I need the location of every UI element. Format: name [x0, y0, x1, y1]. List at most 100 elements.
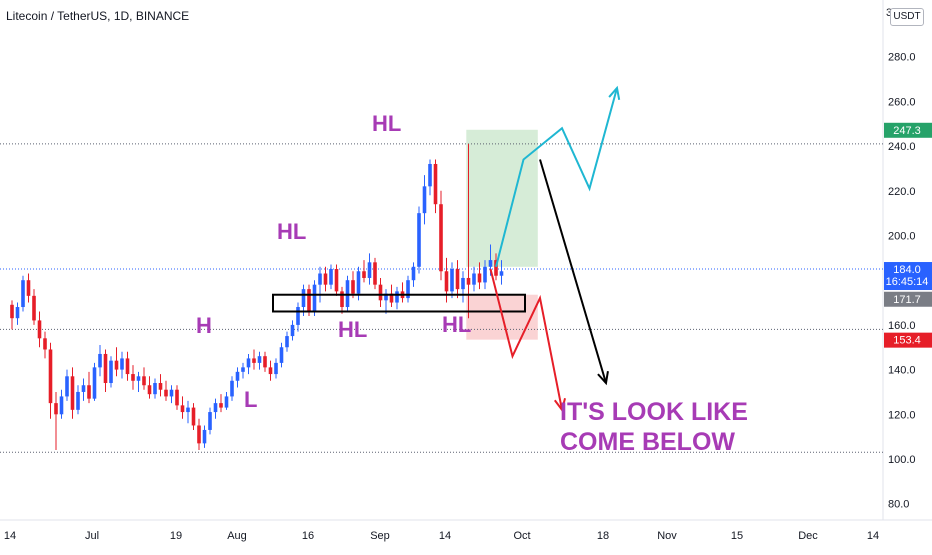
candle[interactable] [87, 385, 91, 399]
candle[interactable] [10, 304, 14, 319]
candle[interactable] [477, 273, 482, 283]
candle[interactable] [483, 266, 487, 283]
candle[interactable] [422, 186, 427, 214]
candle[interactable] [455, 269, 460, 290]
support-price-tag[interactable] [884, 291, 932, 307]
candle[interactable] [378, 284, 383, 301]
target-price-tag[interactable] [884, 122, 932, 138]
candle[interactable] [169, 389, 174, 397]
candle[interactable] [279, 347, 284, 363]
candle[interactable] [48, 349, 53, 404]
candle[interactable] [340, 291, 344, 308]
candle[interactable] [318, 273, 322, 285]
candle[interactable] [26, 280, 31, 296]
projection-path-cyan[interactable] [495, 87, 618, 268]
candle[interactable] [494, 260, 498, 276]
candle[interactable] [241, 367, 245, 372]
candle[interactable] [21, 280, 25, 308]
candle[interactable] [164, 389, 168, 397]
candle[interactable] [213, 403, 218, 413]
candle[interactable] [92, 367, 97, 399]
candle[interactable] [356, 271, 361, 294]
candle[interactable] [411, 266, 416, 281]
candle[interactable] [153, 383, 157, 395]
candle[interactable] [186, 407, 190, 413]
candle[interactable] [246, 358, 251, 368]
candle[interactable] [362, 271, 366, 278]
candle[interactable] [444, 271, 449, 292]
candle[interactable] [395, 291, 399, 303]
candle[interactable] [499, 271, 504, 276]
candle[interactable] [32, 295, 36, 321]
candle[interactable] [472, 273, 476, 285]
candle[interactable] [208, 412, 212, 430]
candle[interactable] [439, 204, 443, 272]
candle[interactable] [114, 360, 119, 370]
candle[interactable] [15, 307, 20, 319]
candle[interactable] [285, 336, 289, 348]
candle[interactable] [252, 358, 256, 363]
candle[interactable] [301, 289, 306, 308]
currency-label[interactable]: USDT [890, 8, 924, 26]
candle[interactable] [197, 425, 201, 444]
support-box[interactable] [272, 293, 526, 313]
candle[interactable] [125, 358, 130, 375]
candle[interactable] [147, 385, 152, 395]
candle[interactable] [334, 269, 339, 292]
candle[interactable] [120, 358, 124, 370]
candle[interactable] [428, 163, 432, 187]
candle[interactable] [312, 284, 317, 312]
candle[interactable] [158, 383, 163, 390]
candle[interactable] [180, 405, 185, 413]
candle[interactable] [131, 374, 135, 381]
candle[interactable] [274, 362, 278, 375]
candle[interactable] [59, 396, 64, 415]
candle[interactable] [202, 429, 207, 444]
candle[interactable] [373, 262, 377, 285]
candle[interactable] [307, 289, 311, 312]
candle[interactable] [351, 280, 355, 294]
candle[interactable] [329, 269, 333, 285]
candle[interactable] [367, 262, 372, 278]
candle[interactable] [290, 324, 295, 337]
candle[interactable] [466, 277, 471, 285]
candle[interactable] [257, 356, 262, 363]
stop-price-tag[interactable] [884, 332, 932, 348]
candle[interactable] [296, 307, 300, 325]
candle[interactable] [450, 269, 454, 292]
projection-path-red[interactable] [489, 268, 563, 411]
candle[interactable] [345, 280, 350, 308]
candle[interactable] [142, 376, 146, 386]
projection-path-black[interactable] [539, 159, 607, 384]
candle[interactable] [43, 338, 47, 350]
candle[interactable] [81, 385, 86, 392]
candle[interactable] [384, 293, 388, 301]
candle[interactable] [461, 277, 465, 290]
candle[interactable] [70, 376, 75, 410]
candle[interactable] [224, 396, 229, 408]
candle[interactable] [65, 376, 69, 397]
candle[interactable] [219, 403, 223, 408]
candle[interactable] [417, 213, 421, 267]
current-price-tag[interactable] [884, 262, 932, 291]
candle[interactable] [433, 163, 438, 205]
candle[interactable] [37, 320, 42, 339]
candle[interactable] [103, 353, 108, 384]
candle[interactable] [191, 407, 196, 426]
candle[interactable] [488, 260, 493, 267]
candle[interactable] [389, 293, 394, 303]
candle[interactable] [263, 356, 267, 368]
candle[interactable] [98, 353, 102, 368]
candle[interactable] [175, 389, 179, 406]
candle[interactable] [323, 273, 328, 285]
candle[interactable] [235, 371, 240, 381]
candle[interactable] [406, 280, 410, 299]
candle[interactable] [109, 360, 113, 384]
candle[interactable] [76, 391, 80, 410]
candle[interactable] [268, 367, 273, 375]
candle[interactable] [54, 403, 58, 415]
candle[interactable] [136, 376, 141, 381]
candle[interactable] [230, 380, 234, 397]
